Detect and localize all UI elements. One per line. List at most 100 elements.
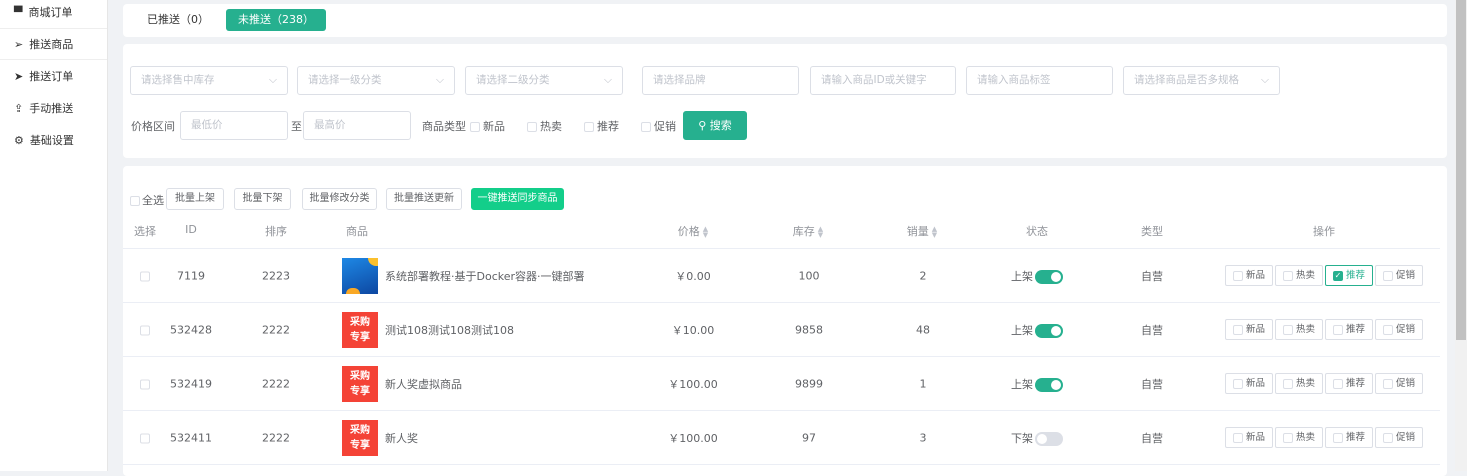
product-sort: 2223 (262, 269, 290, 282)
header-sales[interactable]: 销量 ▲ ▼ (906, 225, 938, 239)
sidebar-item-mall-orders[interactable]: ▀ 商城订单 (14, 5, 73, 20)
op-toggle-1[interactable]: 热卖 (1275, 427, 1323, 448)
max-price-input[interactable]: 最高价 (303, 111, 411, 140)
stock-select[interactable]: 请选择售中库存 ⌵ (130, 66, 288, 95)
sort-icon: ▲ ▼ (817, 225, 824, 239)
status-toggle[interactable]: 上架 (1011, 376, 1063, 392)
min-price-input[interactable]: 最低价 (180, 111, 288, 140)
table-row: 532428 2222 采购 专享 测试108测试108测试108 ￥10.00 … (123, 303, 1440, 357)
tag-input[interactable]: 请输入商品标签 (966, 66, 1113, 95)
sidebar-item-push-products[interactable]: ➢ 推送商品 (0, 28, 107, 60)
product-sales: 3 (919, 431, 927, 444)
product-name[interactable]: 新人奖虚拟商品 (385, 377, 462, 391)
keyword-input[interactable]: 请输入商品ID或关键字 (810, 66, 956, 95)
product-price: ￥100.00 (668, 377, 718, 391)
header-stock[interactable]: 库存 ▲ ▼ (792, 225, 824, 239)
type-promo-checkbox[interactable]: 促销 (641, 118, 676, 134)
status-toggle[interactable]: 上架 (1011, 322, 1063, 338)
batch-list-button[interactable]: 批量上架 (166, 188, 224, 210)
brand-input[interactable]: 请选择品牌 (642, 66, 799, 95)
sidebar-item-settings[interactable]: ⚙ 基础设置 (14, 133, 74, 148)
header-id: ID (185, 223, 197, 236)
op-toggle-0[interactable]: 新品 (1225, 427, 1273, 448)
product-price: ￥0.00 (675, 269, 711, 283)
scrollbar[interactable] (1455, 0, 1467, 471)
product-id: 532419 (170, 377, 212, 390)
row-checkbox[interactable] (140, 431, 150, 444)
op-toggle-2[interactable]: ✓ 推荐 (1325, 265, 1373, 286)
op-toggle-0[interactable]: 新品 (1225, 265, 1273, 286)
product-sales: 2 (919, 269, 927, 282)
type-hot-checkbox[interactable]: 热卖 (527, 118, 562, 134)
product-thumbnail (342, 258, 378, 294)
product-id: 532428 (170, 323, 212, 336)
product-type: 自营 (1141, 269, 1163, 283)
toggle-switch (1035, 323, 1063, 338)
product-sales: 1 (919, 377, 927, 390)
op-toggle-3[interactable]: 促销 (1375, 265, 1423, 286)
spec-select[interactable]: 请选择商品是否多规格 ⌵ (1123, 66, 1280, 95)
sidebar-item-manual-push[interactable]: ⇪ 手动推送 (14, 101, 74, 116)
product-thumbnail: 采购 专享 (342, 366, 378, 402)
table-row: 7119 2223 系统部署教程·基于Docker容器·一键部署 ￥0.00 1… (123, 249, 1440, 303)
table-row: 532419 2222 采购 专享 新人奖虚拟商品 ￥100.00 9899 1 … (123, 357, 1440, 411)
header-actions: 操作 (1313, 225, 1335, 238)
cart-icon: ▀ (14, 5, 23, 19)
product-sort: 2222 (262, 431, 290, 444)
product-name[interactable]: 系统部署教程·基于Docker容器·一键部署 (385, 269, 585, 283)
op-toggle-3[interactable]: 促销 (1375, 373, 1423, 394)
batch-delist-button[interactable]: 批量下架 (234, 188, 291, 210)
row-checkbox[interactable] (140, 323, 150, 336)
product-sort: 2222 (262, 323, 290, 336)
tab-pushed[interactable]: 已推送（0） (147, 13, 209, 26)
sort-icon: ▲ ▼ (702, 225, 709, 239)
row-checkbox[interactable] (140, 377, 150, 390)
op-toggle-2[interactable]: 推荐 (1325, 427, 1373, 448)
product-sales: 48 (916, 323, 930, 336)
one-click-push-button[interactable]: 一键推送同步商品 (471, 188, 564, 210)
chevron-down-icon: ⌵ (436, 74, 444, 86)
op-toggle-2[interactable]: 推荐 (1325, 319, 1373, 340)
category2-select[interactable]: 请选择二级分类 ⌵ (465, 66, 623, 95)
op-toggle-2[interactable]: 推荐 (1325, 373, 1373, 394)
sort-icon: ▲ ▼ (931, 225, 938, 239)
op-toggle-3[interactable]: 促销 (1375, 319, 1423, 340)
status-toggle[interactable]: 下架 (1011, 430, 1063, 446)
op-toggle-1[interactable]: 热卖 (1275, 265, 1323, 286)
product-thumbnail: 采购 专享 (342, 420, 378, 456)
row-checkbox[interactable] (140, 269, 150, 282)
header-type: 类型 (1141, 225, 1163, 238)
product-name[interactable]: 测试108测试108测试108 (385, 323, 514, 337)
header-price[interactable]: 价格 ▲ ▼ (677, 225, 709, 239)
op-toggle-1[interactable]: 热卖 (1275, 373, 1323, 394)
gears-icon: ⚙ (14, 133, 24, 147)
header-product: 商品 (346, 225, 368, 238)
product-name[interactable]: 新人奖 (385, 431, 418, 445)
product-stock: 100 (798, 269, 820, 282)
op-toggle-1[interactable]: 热卖 (1275, 319, 1323, 340)
tab-unpushed[interactable]: 未推送（238） (226, 9, 326, 31)
product-stock: 9858 (795, 323, 823, 336)
chevron-down-icon: ⌵ (269, 74, 277, 86)
product-id: 7119 (177, 269, 205, 282)
op-toggle-3[interactable]: 促销 (1375, 427, 1423, 448)
product-stock: 9899 (795, 377, 823, 390)
status-toggle[interactable]: 上架 (1011, 268, 1063, 284)
op-toggle-0[interactable]: 新品 (1225, 373, 1273, 394)
header-status: 状态 (1026, 225, 1048, 238)
price-range-label: 价格区间 (131, 120, 175, 133)
type-recommend-checkbox[interactable]: 推荐 (584, 118, 619, 134)
paper-plane-icon: ➤ (14, 69, 24, 83)
search-button[interactable]: ⚲ 搜索 (683, 111, 747, 140)
sidebar-item-push-orders[interactable]: ➤ 推送订单 (14, 69, 74, 84)
op-toggle-0[interactable]: 新品 (1225, 319, 1273, 340)
select-all-checkbox[interactable]: 全选 (130, 192, 164, 208)
category1-select[interactable]: 请选择一级分类 ⌵ (297, 66, 455, 95)
batch-push-update-button[interactable]: 批量推送更新 (386, 188, 462, 210)
toggle-switch (1035, 431, 1063, 446)
type-new-checkbox[interactable]: 新品 (470, 118, 505, 134)
sidebar: ▀ 商城订单 ➢ 推送商品 ➤ 推送订单 ⇪ 手动推送 ⚙ 基础设置 (0, 0, 108, 471)
header-sort: 排序 (265, 225, 287, 238)
batch-category-button[interactable]: 批量修改分类 (302, 188, 377, 210)
product-type: 自营 (1141, 323, 1163, 337)
